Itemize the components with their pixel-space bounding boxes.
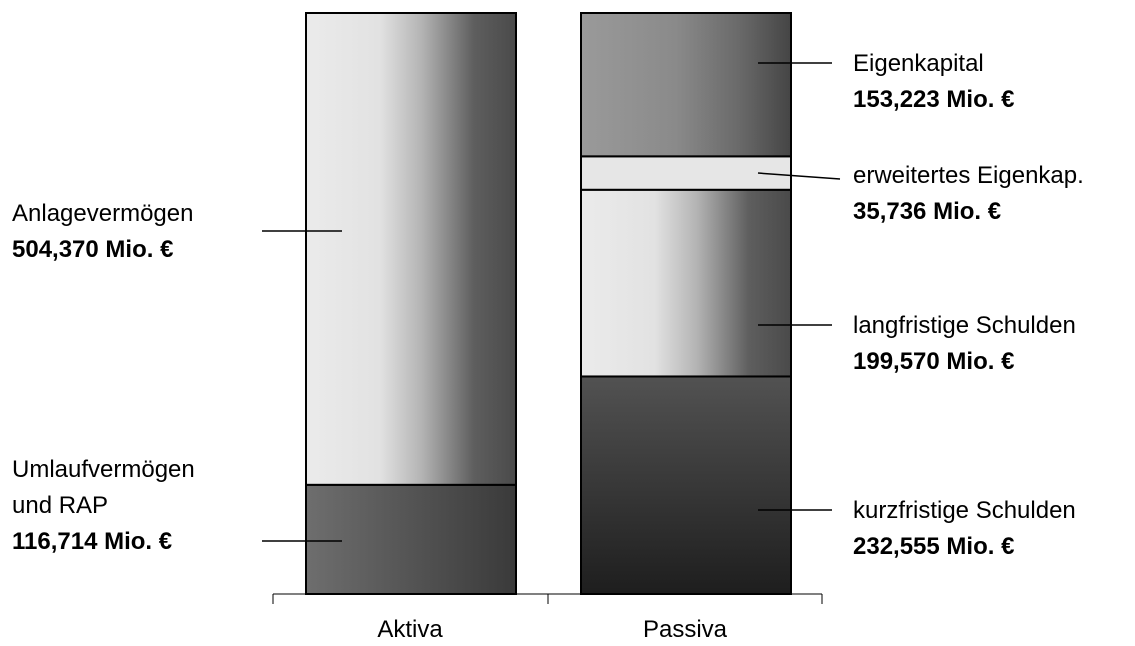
bar-segment-passiva-3 bbox=[580, 12, 792, 158]
segment-name-passiva-2: erweitertes Eigenkap. bbox=[853, 162, 1084, 189]
segment-name-aktiva-0: und RAP bbox=[12, 492, 108, 519]
segment-value-aktiva-1: 504,370 Mio. € bbox=[12, 236, 173, 263]
x-axis: Aktiva Passiva bbox=[272, 593, 823, 643]
segment-value-passiva-2: 35,736 Mio. € bbox=[853, 198, 1001, 225]
segment-name-passiva-1: langfristige Schulden bbox=[853, 312, 1076, 339]
segment-name-aktiva-1: Anlagevermögen bbox=[12, 200, 193, 227]
x-tick-label-passiva: Passiva bbox=[643, 616, 728, 643]
x-tick-label-aktiva: Aktiva bbox=[377, 616, 443, 643]
bar-segment-aktiva-0 bbox=[305, 483, 517, 595]
bar-segment-passiva-1 bbox=[580, 188, 792, 378]
bar-segment-aktiva-1 bbox=[305, 12, 517, 486]
bars-layer bbox=[305, 12, 792, 596]
segment-name-aktiva-0: Umlaufvermögen bbox=[12, 456, 195, 483]
segment-name-passiva-0: kurzfristige Schulden bbox=[853, 497, 1076, 524]
bar-segment-passiva-2 bbox=[580, 155, 792, 191]
segment-value-passiva-3: 153,223 Mio. € bbox=[853, 86, 1014, 113]
segment-labels: Umlaufvermögen und RAP 116,714 Mio. € Anlag… bbox=[12, 50, 1084, 560]
bar-segment-passiva-0 bbox=[580, 375, 792, 596]
segment-value-passiva-0: 232,555 Mio. € bbox=[853, 533, 1014, 560]
segment-value-passiva-1: 199,570 Mio. € bbox=[853, 348, 1014, 375]
segment-value-aktiva-0: 116,714 Mio. € bbox=[12, 528, 172, 555]
leader-line bbox=[757, 172, 841, 180]
segment-name-passiva-3: Eigenkapital bbox=[853, 50, 984, 77]
